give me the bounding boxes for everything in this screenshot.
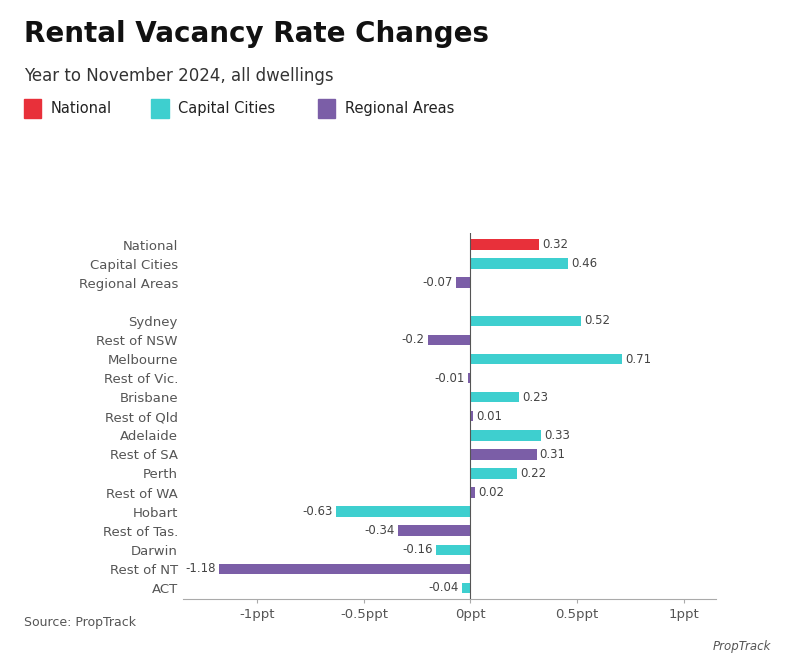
Text: -0.01: -0.01: [435, 372, 465, 384]
Bar: [468, 373, 471, 384]
Bar: [219, 563, 471, 574]
Bar: [471, 258, 568, 269]
Bar: [471, 488, 475, 498]
Text: -0.34: -0.34: [364, 524, 395, 537]
Bar: [471, 392, 519, 402]
Bar: [398, 525, 471, 536]
Text: -1.18: -1.18: [185, 562, 216, 575]
Text: 0.33: 0.33: [544, 429, 570, 442]
Text: Rental Vacancy Rate Changes: Rental Vacancy Rate Changes: [24, 20, 489, 48]
Text: 0.32: 0.32: [542, 238, 568, 251]
Text: Regional Areas: Regional Areas: [345, 101, 455, 116]
Bar: [471, 430, 541, 441]
Bar: [471, 411, 472, 422]
Text: Source: PropTrack: Source: PropTrack: [24, 616, 136, 629]
Text: 0.02: 0.02: [478, 486, 504, 499]
Text: -0.63: -0.63: [303, 505, 333, 518]
Bar: [471, 239, 539, 250]
Text: 0.22: 0.22: [521, 467, 547, 480]
Bar: [456, 278, 471, 288]
Text: Year to November 2024, all dwellings: Year to November 2024, all dwellings: [24, 67, 333, 85]
Text: PropTrack: PropTrack: [713, 639, 771, 653]
Bar: [471, 449, 537, 460]
Bar: [436, 545, 471, 555]
Bar: [462, 583, 471, 593]
Bar: [428, 335, 471, 345]
Bar: [471, 316, 581, 326]
Text: National: National: [51, 101, 112, 116]
Text: 0.46: 0.46: [572, 257, 598, 270]
Text: -0.07: -0.07: [422, 276, 452, 289]
Text: -0.2: -0.2: [401, 334, 425, 346]
Text: 0.01: 0.01: [475, 410, 502, 423]
Text: Capital Cities: Capital Cities: [178, 101, 275, 116]
Bar: [336, 506, 471, 517]
Bar: [471, 468, 518, 479]
Bar: [471, 354, 622, 364]
Text: -0.04: -0.04: [429, 581, 459, 595]
Text: 0.52: 0.52: [584, 314, 611, 328]
Text: 0.31: 0.31: [540, 448, 566, 461]
Text: -0.16: -0.16: [403, 543, 433, 556]
Text: 0.71: 0.71: [625, 352, 651, 366]
Text: 0.23: 0.23: [522, 391, 549, 404]
